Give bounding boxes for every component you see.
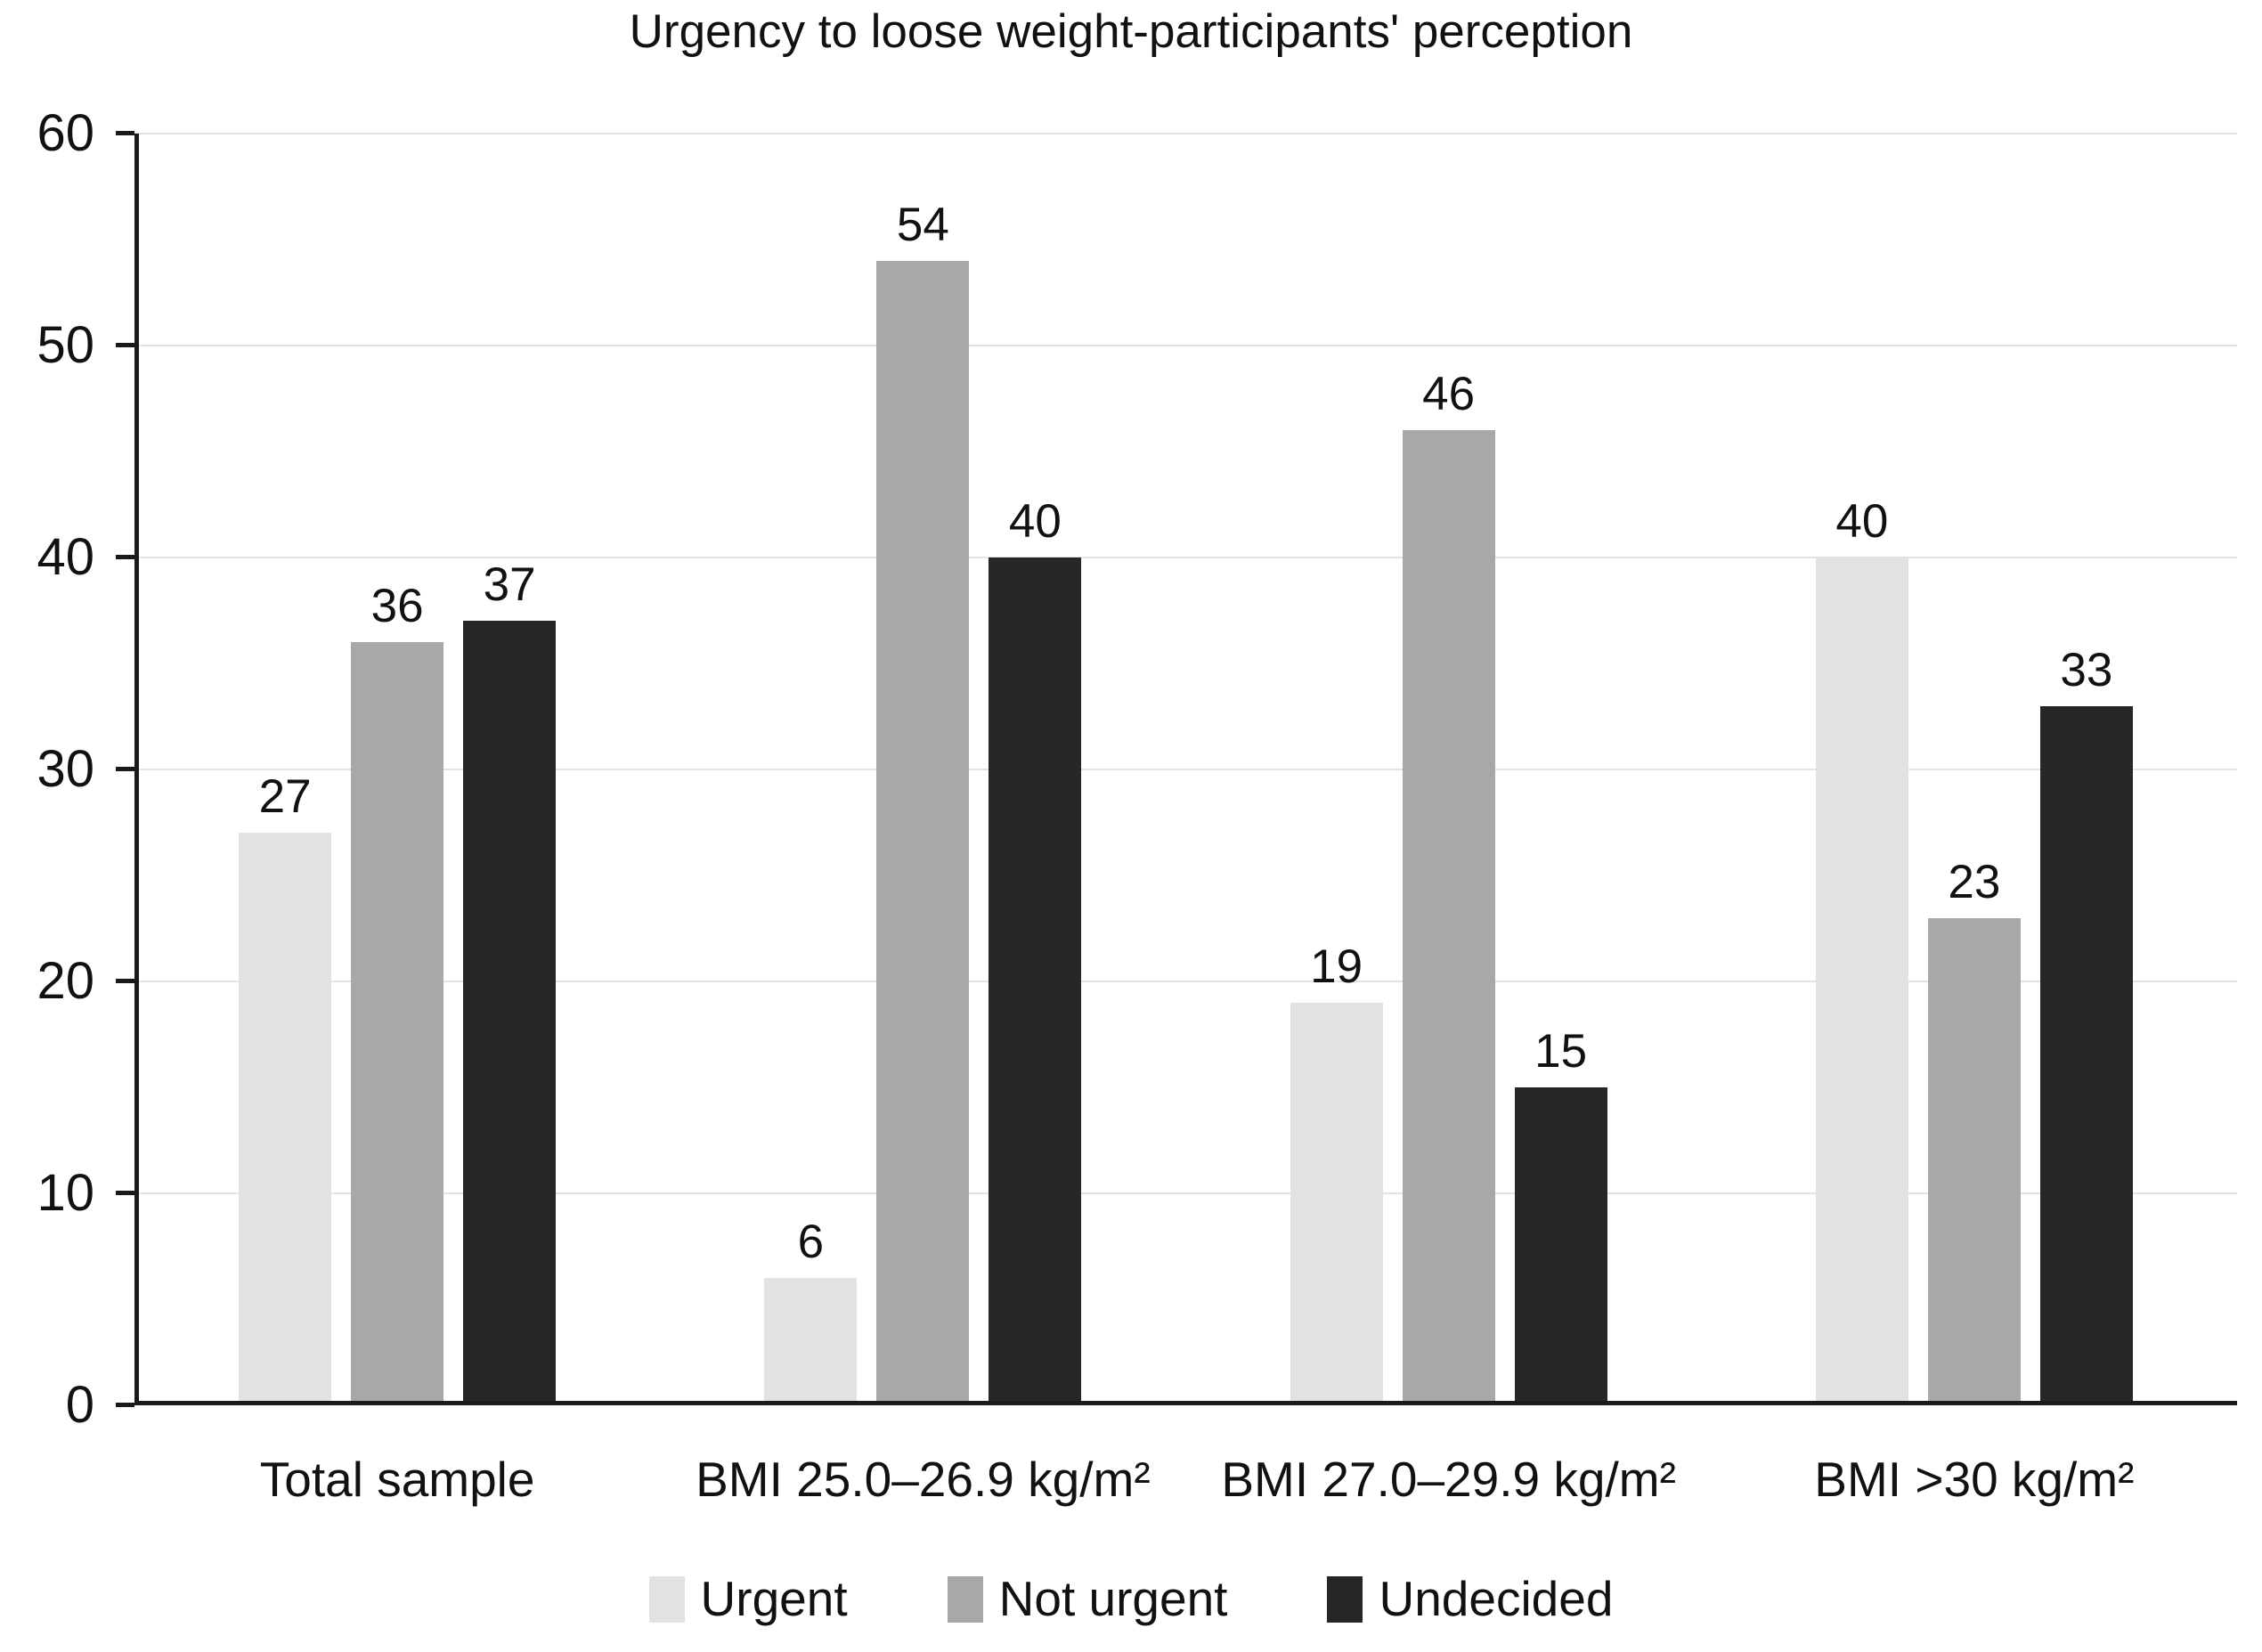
bar-value-label: 27 bbox=[258, 770, 312, 824]
bar-urgent: 6 bbox=[764, 1218, 858, 1405]
legend-label: Undecided bbox=[1379, 1571, 1614, 1626]
bar-group: 6 54 40 bbox=[660, 134, 1185, 1405]
y-tick-label: 60 bbox=[37, 104, 94, 162]
y-axis-tick bbox=[116, 555, 134, 560]
bar-value-label: 33 bbox=[2060, 643, 2113, 696]
bar-value-label: 23 bbox=[1948, 855, 2001, 908]
bar-value-label: 40 bbox=[1008, 495, 1062, 548]
x-category-label: BMI 25.0–26.9 kg/m² bbox=[696, 1452, 1151, 1507]
bar-undecided: 15 bbox=[1514, 1028, 1607, 1405]
bar-not-urgent: 54 bbox=[876, 201, 970, 1405]
bar-value-label: 6 bbox=[797, 1216, 825, 1269]
y-axis-tick bbox=[116, 979, 134, 984]
y-tick-label: 40 bbox=[37, 528, 94, 586]
legend-swatch bbox=[648, 1575, 685, 1623]
bar-not-urgent: 23 bbox=[1927, 859, 2021, 1405]
y-axis-tick bbox=[116, 1191, 134, 1196]
bar-value-label: 36 bbox=[370, 580, 424, 633]
gridline bbox=[134, 1192, 2237, 1195]
legend-swatch bbox=[947, 1575, 983, 1623]
legend-item-not-urgent: Not urgent bbox=[947, 1571, 1228, 1626]
x-category-label: Total sample bbox=[259, 1452, 535, 1507]
y-axis-tick bbox=[116, 767, 134, 771]
gridline bbox=[134, 557, 2237, 559]
bar-urgent: 40 bbox=[1815, 498, 1908, 1405]
y-tick-label: 30 bbox=[37, 740, 94, 798]
bar-value-label: 15 bbox=[1534, 1025, 1588, 1078]
bar-not-urgent: 46 bbox=[1402, 370, 1495, 1405]
bar-urgent: 19 bbox=[1290, 943, 1383, 1405]
y-tick-label: 20 bbox=[37, 952, 94, 1010]
bar-undecided: 33 bbox=[2039, 647, 2133, 1405]
legend: Urgent Not urgent Undecided bbox=[0, 1575, 2262, 1624]
bar-value-label: 37 bbox=[483, 558, 536, 612]
bar-urgent: 27 bbox=[239, 773, 332, 1405]
legend-label: Not urgent bbox=[998, 1571, 1228, 1626]
y-axis-tick bbox=[116, 131, 134, 135]
x-axis-line bbox=[134, 1401, 2237, 1405]
bar-value-label: 19 bbox=[1310, 940, 1363, 993]
bar-value-label: 54 bbox=[896, 198, 949, 251]
gridline bbox=[134, 133, 2237, 134]
chart-title: Urgency to loose weight-participants' pe… bbox=[629, 5, 1633, 58]
legend-swatch bbox=[1327, 1575, 1363, 1623]
plot-area: 0 10 20 30 40 50 60 27 36 37 Total sample 6 54 40 BMI … bbox=[37, 108, 2237, 1504]
bar-group: 40 23 33 bbox=[1712, 134, 2237, 1405]
bar-undecided: 37 bbox=[463, 561, 557, 1405]
bar-group: 27 36 37 bbox=[134, 134, 660, 1405]
bar-value-label: 40 bbox=[1835, 495, 1889, 548]
x-category-label: BMI >30 kg/m² bbox=[1814, 1452, 2135, 1507]
y-tick-label: 50 bbox=[37, 316, 94, 374]
bar-undecided: 40 bbox=[989, 498, 1082, 1405]
y-axis-tick bbox=[116, 1403, 134, 1407]
y-tick-label: 10 bbox=[37, 1164, 94, 1222]
gridline bbox=[134, 769, 2237, 770]
y-tick-label: 0 bbox=[65, 1376, 94, 1434]
bar-not-urgent: 36 bbox=[351, 582, 444, 1405]
gridline bbox=[134, 981, 2237, 983]
y-axis-tick bbox=[116, 343, 134, 347]
legend-item-undecided: Undecided bbox=[1327, 1575, 1613, 1624]
bar-value-label: 46 bbox=[1422, 368, 1476, 421]
y-axis-line bbox=[134, 134, 139, 1405]
x-category-label: BMI 27.0–29.9 kg/m² bbox=[1221, 1452, 1676, 1507]
legend-label: Urgent bbox=[700, 1571, 848, 1626]
legend-item-urgent: Urgent bbox=[648, 1571, 848, 1626]
bar-group: 19 46 15 bbox=[1186, 134, 1712, 1405]
gridline bbox=[134, 345, 2237, 346]
